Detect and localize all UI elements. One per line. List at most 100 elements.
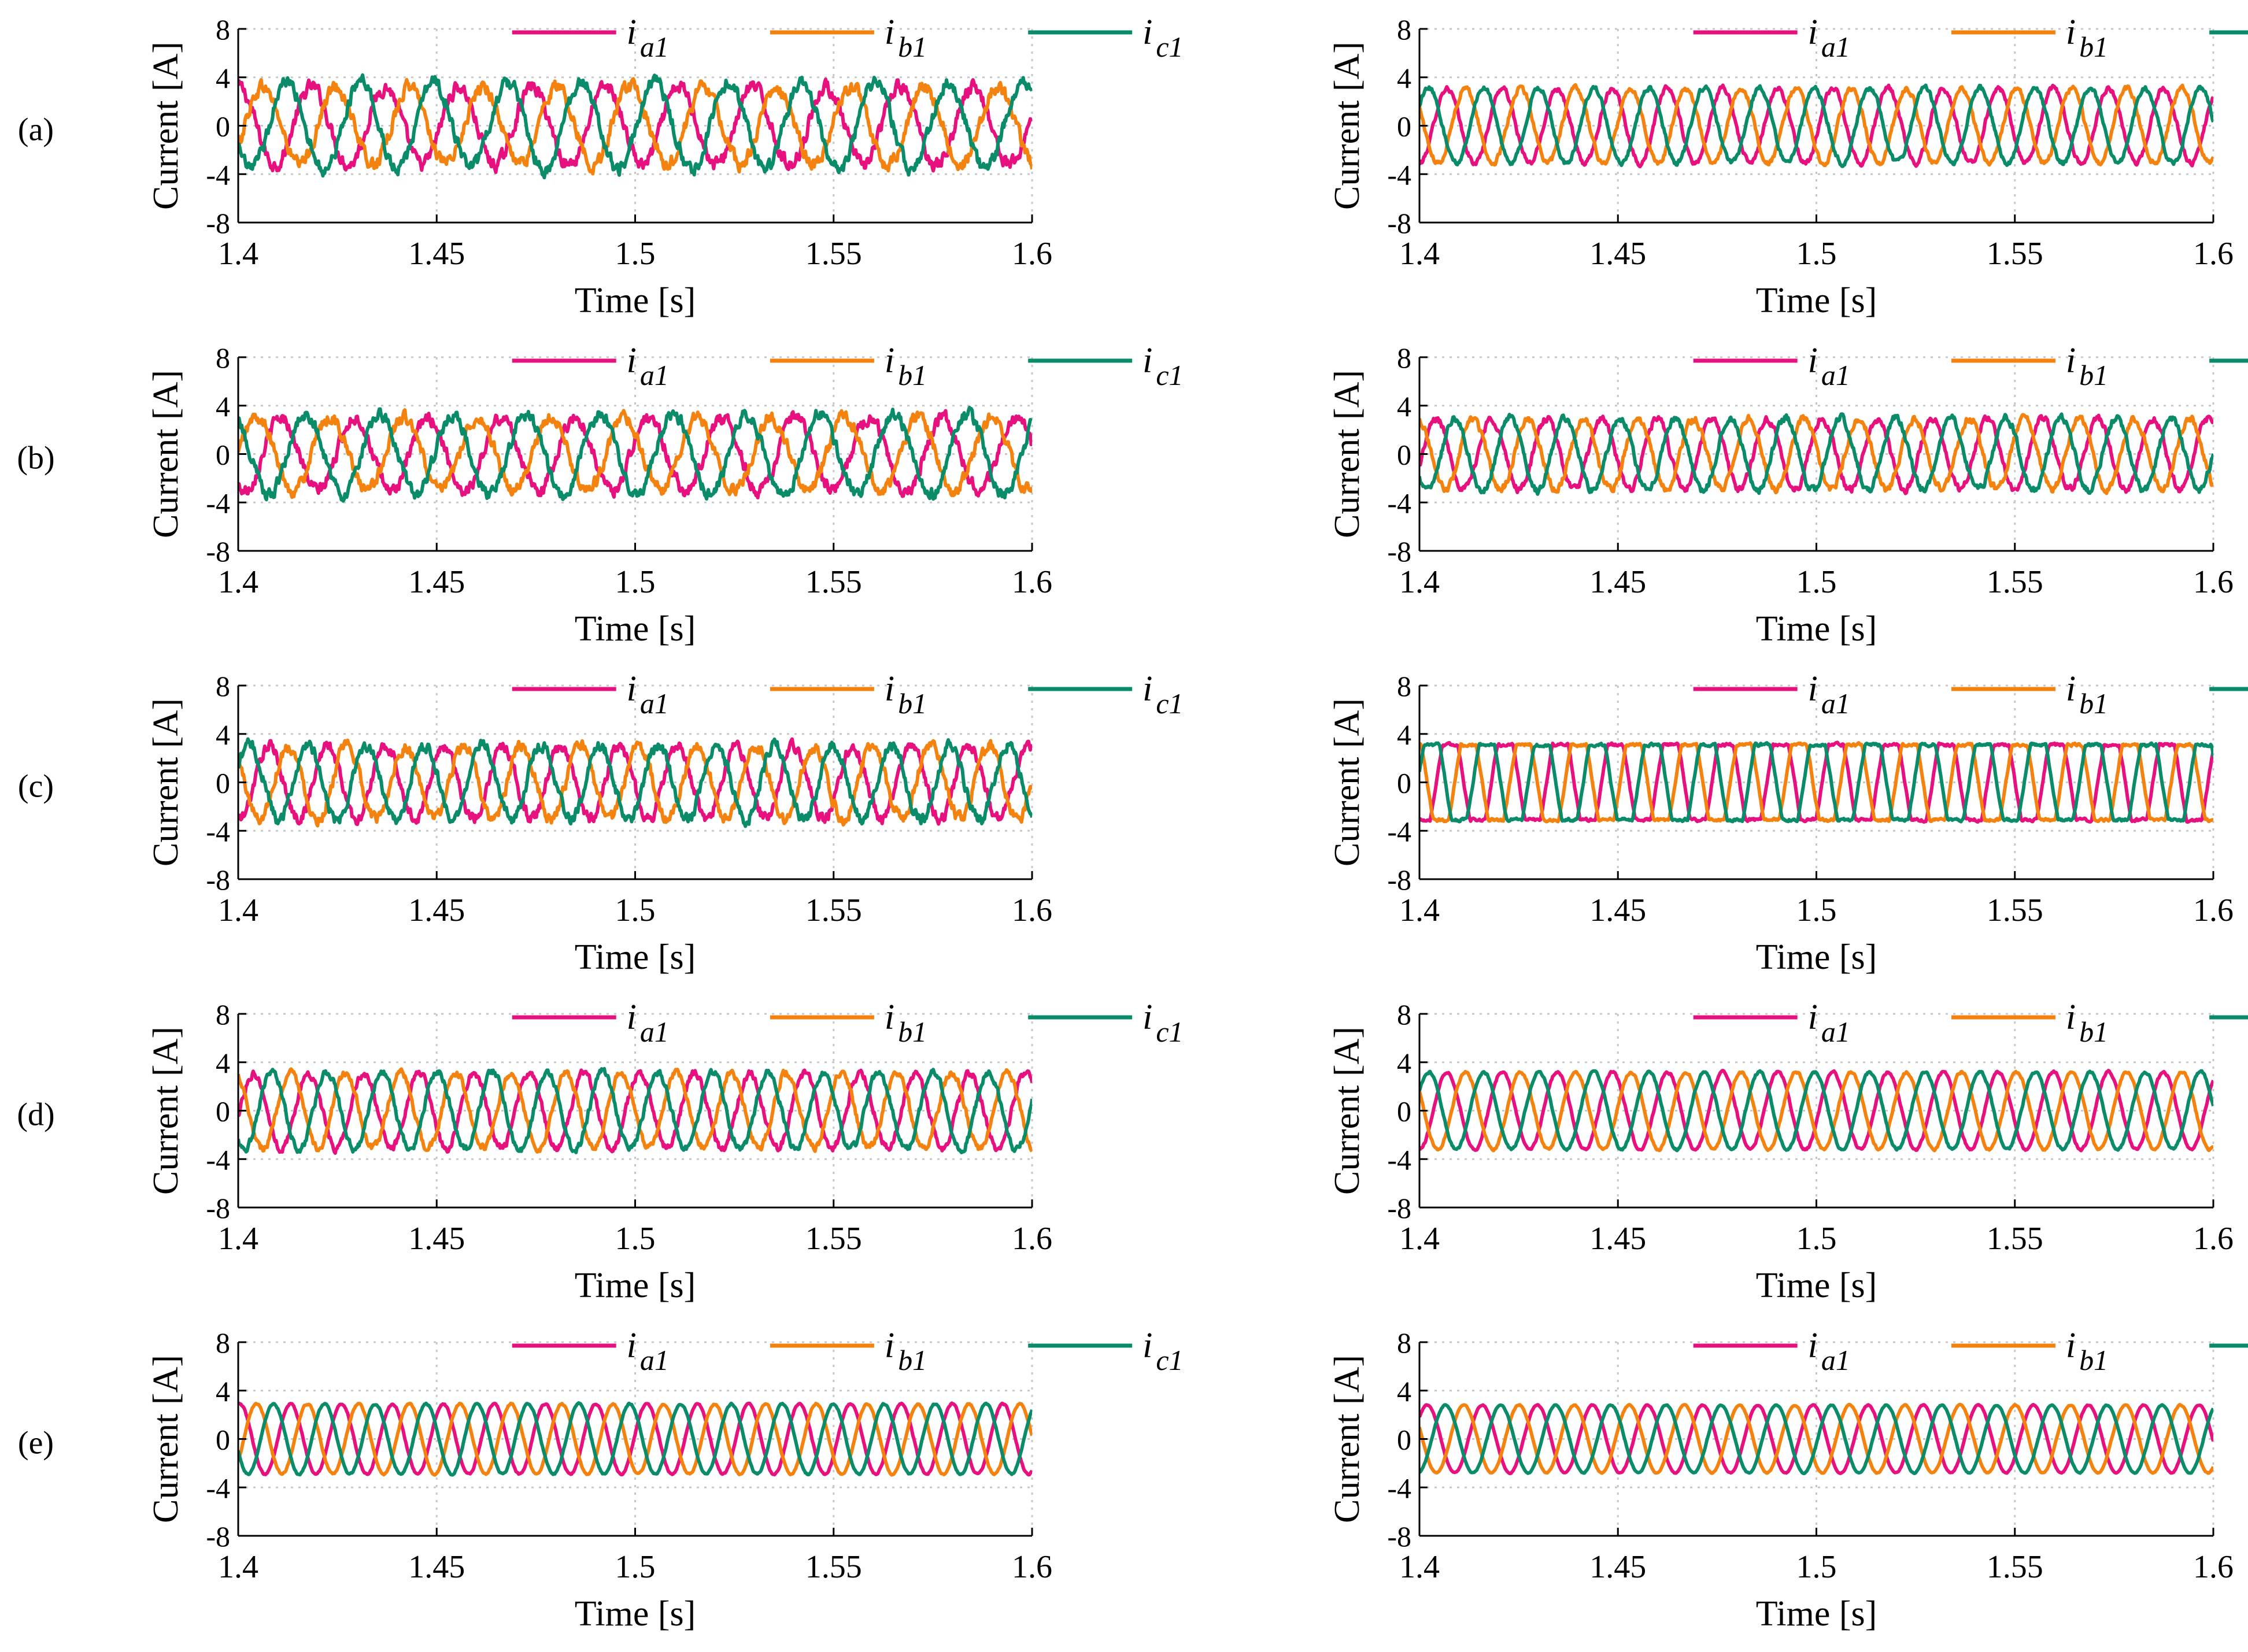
x-tick-label: 1.6 [2193,892,2234,928]
y-tick-label: -8 [206,864,230,896]
subplot-e-left: -8 -4 0 4 8 1.4 1.45 1.5 1.55 1.6 Time [s] Current … [146,1326,1184,1634]
x-tick-label: 1.4 [1399,1549,1440,1585]
x-tick-label: 1.6 [2193,564,2234,600]
legend-label-ib1: i b1 [885,341,927,391]
x-tick-label: 1.6 [1012,564,1052,600]
legend-label-ia1: i a1 [1808,1326,1850,1376]
x-tick-label: 1.55 [1987,236,2043,272]
series-group [1419,1402,2213,1476]
x-tick-label: 1.6 [2193,1549,2234,1585]
x-tick-label: 1.5 [615,236,656,272]
x-tick-label: 1.55 [1987,1549,2043,1585]
y-tick-label: 0 [216,1095,230,1128]
series-line-ia1 [238,1401,1032,1477]
series-line-ib1 [238,1401,1032,1477]
y-axis-label: Current [A] [146,698,186,866]
series-line-ic1 [1419,1069,2213,1153]
x-tick-label: 1.5 [1796,236,1837,272]
y-tick-label: 4 [216,390,230,423]
series-line-ia1 [238,77,1032,174]
x-axis-label: Time [s] [575,1266,696,1305]
series-line-ia1 [1419,413,2213,495]
x-tick-label: 1.5 [615,564,656,600]
legend-label-ic1: i c1 [1143,341,1183,391]
y-axis-label: Current [A] [146,1027,186,1195]
y-tick-label: -8 [206,535,230,568]
row-label-a: (a) [18,112,54,148]
series-group [238,737,1032,828]
x-tick-label: 1.55 [805,1549,862,1585]
y-tick-label: -4 [206,158,230,191]
subplot-d-right: -8 -4 0 4 8 1.4 1.45 1.5 1.55 1.6 Time [s] Current … [1328,998,2248,1305]
series-line-ib1 [238,1067,1032,1154]
y-tick-label: 4 [1397,390,1411,423]
legend-label-ia1: i a1 [627,669,669,720]
x-tick-label: 1.45 [408,892,465,928]
x-tick-label: 1.4 [218,1221,258,1257]
x-tick-label: 1.6 [1012,1549,1052,1585]
y-tick-label: -8 [1387,535,1411,568]
x-axis-label: Time [s] [1756,938,1877,977]
series-line-ia1 [1419,1069,2213,1153]
x-axis-label: Time [s] [575,609,696,649]
y-tick-label: -4 [206,1143,230,1176]
legend-label-ia1: i a1 [627,998,669,1048]
series-line-ic1 [1419,83,2213,168]
legend-label-ib1: i b1 [2066,341,2108,391]
row-label-b: (b) [17,440,54,476]
x-axis-label: Time [s] [1756,1594,1877,1634]
x-tick-label: 1.4 [218,892,258,928]
x-axis-label: Time [s] [1756,609,1877,649]
series-line-ib1 [238,77,1032,176]
y-tick-label: 4 [1397,1047,1411,1079]
y-tick-label: 0 [1397,767,1411,799]
y-tick-label: -8 [1387,1192,1411,1224]
subplot-e-right: -8 -4 0 4 8 1.4 1.45 1.5 1.55 1.6 Time [s] Current … [1328,1326,2248,1634]
series-line-ia1 [238,1068,1032,1155]
row-label-e: (e) [18,1425,54,1461]
y-tick-label: -4 [206,815,230,847]
y-tick-label: 0 [1397,1424,1411,1456]
y-axis-label: Current [A] [146,42,186,210]
legend-label-ib1: i b1 [2066,998,2108,1048]
y-tick-label: 0 [216,767,230,799]
row-label-c: (c) [18,769,54,805]
x-tick-label: 1.55 [1987,892,2043,928]
series-line-ic1 [1419,412,2213,496]
legend-label-ic1: i c1 [1143,1326,1183,1376]
legend-label-ib1: i b1 [885,13,927,63]
series-line-ic1 [238,737,1032,828]
y-tick-label: -4 [1387,1143,1411,1176]
y-tick-label: 4 [216,1047,230,1079]
x-tick-label: 1.55 [1987,564,2043,600]
y-tick-label: -8 [1387,207,1411,239]
y-tick-label: 4 [216,718,230,751]
x-tick-label: 1.5 [615,1221,656,1257]
legend-label-ib1: i b1 [885,998,927,1048]
series-line-ic1 [238,406,1032,503]
x-tick-label: 1.45 [408,1221,465,1257]
y-tick-label: 8 [216,998,230,1031]
x-tick-label: 1.6 [2193,236,2234,272]
x-tick-label: 1.5 [615,1549,656,1585]
y-tick-label: 8 [1397,998,1411,1031]
y-tick-label: -4 [1387,815,1411,847]
series-group [238,1401,1032,1477]
legend-label-ic1: i c1 [1143,669,1183,720]
y-tick-label: -4 [1387,158,1411,191]
x-tick-label: 1.45 [1589,564,1646,600]
x-tick-label: 1.45 [408,236,465,272]
legend-label-ic1: i c1 [1143,13,1183,63]
y-tick-label: 4 [216,62,230,94]
x-tick-label: 1.4 [1399,236,1440,272]
y-axis-label: Current [A] [1328,698,1367,866]
subplot-a-left: -8 -4 0 4 8 1.4 1.45 1.5 1.55 1.6 Time [s] Current … [146,13,1184,320]
x-tick-label: 1.55 [805,1221,862,1257]
legend-label-ia1: i a1 [627,13,669,63]
y-axis-label: Current [A] [1328,370,1367,538]
series-line-ic1 [238,73,1032,180]
